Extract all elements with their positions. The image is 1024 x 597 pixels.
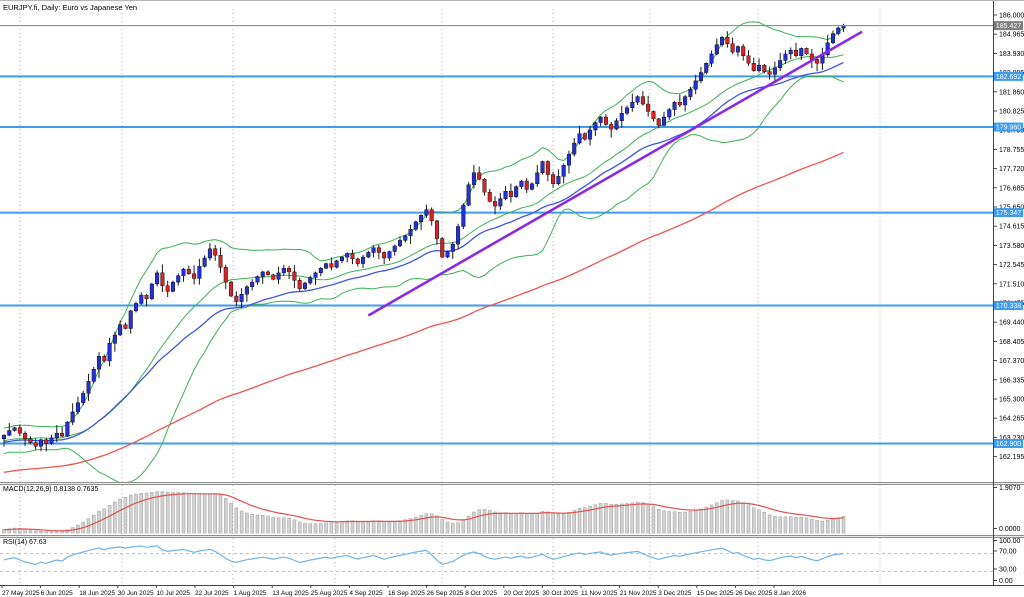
svg-text:27 May 2025: 27 May 2025 [2,590,40,597]
svg-text:163.230: 163.230 [999,435,1024,442]
macd-pane [2,491,846,534]
svg-text:169.440: 169.440 [999,320,1024,327]
svg-text:26 Sep 2025: 26 Sep 2025 [427,590,464,597]
level-price-tag: 170.338 [994,301,1023,311]
svg-text:171.510: 171.510 [999,281,1024,288]
svg-text:183.930: 183.930 [999,51,1024,58]
svg-text:21 Nov 2025: 21 Nov 2025 [620,590,657,597]
svg-text:176.685: 176.685 [999,185,1024,192]
svg-text:0.0000: 0.0000 [999,526,1021,533]
macd-signal-line [3,493,844,532]
last-price-tag: 185.427 [994,21,1023,31]
svg-text:178.755: 178.755 [999,147,1024,154]
svg-text:18 Jun 2025: 18 Jun 2025 [79,590,115,597]
svg-text:20 Oct 2025: 20 Oct 2025 [504,590,540,597]
svg-text:168.405: 168.405 [999,339,1024,346]
price-pane [0,21,993,482]
svg-text:1.9070: 1.9070 [999,485,1021,492]
price-axis[interactable]: 186.000184.965183.930182.895181.860180.8… [993,13,1024,462]
indicator-axes: 1.9070 0.0000 100.00 70.00 30.00 0.00 [993,485,1021,585]
svg-text:11 Nov 2025: 11 Nov 2025 [581,590,618,597]
svg-text:6 Jun 2025: 6 Jun 2025 [41,590,74,597]
svg-text:8 Oct 2025: 8 Oct 2025 [465,590,497,597]
svg-text:179.960: 179.960 [996,125,1021,132]
bollinger-bands [3,21,844,482]
svg-text:26 Dec 2025: 26 Dec 2025 [735,590,772,597]
svg-text:4 Sep 2025: 4 Sep 2025 [349,590,383,597]
svg-text:8 Jan 2026: 8 Jan 2026 [774,590,807,597]
trendline[interactable] [367,30,863,317]
rsi-pane [0,545,993,572]
svg-text:184.965: 184.965 [999,32,1024,39]
svg-text:1 Aug 2025: 1 Aug 2025 [234,590,267,597]
level-price-tag: 182.692 [994,71,1023,81]
svg-text:164.265: 164.265 [999,416,1024,423]
svg-text:15 Dec 2025: 15 Dec 2025 [697,590,734,597]
svg-text:172.545: 172.545 [999,262,1024,269]
candlestick-series [2,23,846,452]
svg-text:70.00: 70.00 [999,549,1017,556]
svg-text:30 Jun 2025: 30 Jun 2025 [118,590,154,597]
macd-histogram [2,491,846,534]
svg-text:174.615: 174.615 [999,224,1024,231]
svg-text:10 Jul 2025: 10 Jul 2025 [156,590,190,597]
svg-text:22 Jul 2025: 22 Jul 2025 [195,590,229,597]
svg-text:162.900: 162.900 [996,441,1021,448]
grid-lines [19,9,881,585]
svg-text:177.720: 177.720 [999,166,1024,173]
svg-text:173.580: 173.580 [999,243,1024,250]
svg-text:3 Dec 2025: 3 Dec 2025 [658,590,692,597]
date-axis[interactable]: 27 May 2025 6 Jun 2025 18 Jun 2025 30 Jun 2… [1,585,807,597]
svg-text:30 Oct 2025: 30 Oct 2025 [542,590,578,597]
level-price-tag: 175.347 [994,208,1023,218]
svg-text:182.692: 182.692 [996,74,1021,81]
svg-text:13 Aug 2025: 13 Aug 2025 [272,590,309,597]
svg-text:25 Aug 2025: 25 Aug 2025 [311,590,348,597]
svg-text:186.000: 186.000 [999,13,1024,20]
svg-text:180.825: 180.825 [999,108,1024,115]
svg-text:167.370: 167.370 [999,358,1024,365]
svg-text:175.347: 175.347 [996,210,1021,217]
level-price-tag: 179.960 [994,122,1023,132]
moving-averages [3,61,844,473]
svg-text:16 Sep 2025: 16 Sep 2025 [388,590,425,597]
svg-text:170.338: 170.338 [996,303,1021,310]
svg-text:0.00: 0.00 [999,578,1013,585]
svg-text:181.860: 181.860 [999,89,1024,96]
svg-text:100.00: 100.00 [999,538,1021,545]
svg-text:165.300: 165.300 [999,396,1024,403]
svg-text:30.00: 30.00 [999,567,1017,574]
level-price-tag: 162.900 [994,439,1023,449]
svg-text:175.650: 175.650 [999,204,1024,211]
svg-text:162.195: 162.195 [999,454,1024,461]
svg-text:166.335: 166.335 [999,377,1024,384]
rsi-line [3,545,844,566]
support-resistance-lines[interactable] [0,75,993,445]
svg-text:185.427: 185.427 [996,23,1021,30]
